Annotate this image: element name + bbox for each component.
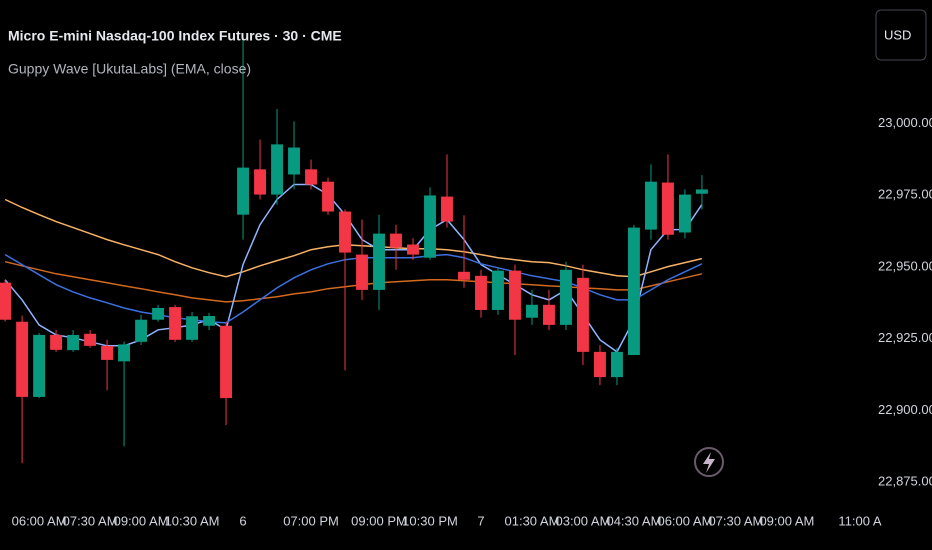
candle-body (305, 169, 317, 185)
candle-body (101, 345, 114, 360)
x-tick-label: 03:00 AM (555, 513, 610, 528)
x-tick-label: 06:00 AM (657, 513, 712, 528)
x-tick-label: 07:30 AM (63, 513, 118, 528)
indicator-label: Guppy Wave [UkutaLabs] (EMA, close) (8, 61, 251, 77)
x-tick-label: 07:30 AM (708, 513, 763, 528)
x-tick-label: 07:00 PM (283, 513, 339, 528)
candle-body (628, 227, 640, 356)
candle-body (458, 271, 470, 280)
candle-body (203, 315, 215, 326)
candle-body (424, 195, 436, 258)
plot-area (0, 40, 708, 464)
candle-body (50, 334, 63, 350)
candle-body (611, 351, 623, 378)
candle-body (67, 334, 80, 351)
candle-body (322, 181, 334, 212)
x-tick-label: 01:30 AM (505, 513, 560, 528)
candle-body (186, 316, 199, 340)
candle-body (509, 270, 521, 320)
candle-body (645, 181, 657, 230)
candle-body (288, 147, 300, 175)
candle-body (118, 344, 131, 362)
x-tick-label: 04:30 AM (606, 513, 661, 528)
x-tick-label: 6 (239, 513, 246, 528)
x-tick-label: 09:00 AM (114, 513, 169, 528)
candle-body (560, 269, 572, 325)
candle-body (543, 304, 555, 325)
x-tick-label: 09:00 PM (351, 513, 407, 528)
x-tick-label: 10:30 PM (402, 513, 458, 528)
candle-body (237, 167, 249, 215)
y-tick-label: 22,900.00 (878, 402, 932, 417)
y-tick-label: 23,000.00 (878, 115, 932, 130)
candle-body (441, 196, 453, 222)
currency-label[interactable]: USD (884, 27, 911, 42)
candle-body (695, 189, 708, 194)
candle-body (577, 277, 589, 352)
candle-body (492, 270, 504, 310)
x-tick-label: 10:30 AM (165, 513, 220, 528)
candle-body (84, 333, 97, 346)
y-tick-label: 22,925.00 (878, 330, 932, 345)
candle-body (526, 304, 538, 318)
candle-body (678, 194, 691, 233)
candle-body (16, 321, 29, 397)
chart-title: Micro E-mini Nasdaq-100 Index Futures · … (8, 28, 342, 44)
y-tick-label: 22,975.00 (878, 187, 932, 202)
candle-body (594, 351, 606, 378)
x-tick-label: 11:00 A (838, 513, 881, 528)
x-tick-label: 7 (477, 513, 484, 528)
candle-body (169, 307, 182, 340)
y-tick-label: 22,875.00 (878, 474, 932, 489)
y-tick-label: 22,950.00 (878, 258, 932, 273)
ema-line (4, 198, 703, 278)
candle-body (33, 334, 46, 397)
replay-icon[interactable] (694, 447, 724, 477)
currency-button[interactable] (875, 9, 927, 61)
x-tick-label: 06:00 AM (12, 513, 67, 528)
candle-body (373, 233, 385, 290)
candle-body (254, 169, 266, 195)
x-tick-label: 09:00 AM (759, 513, 814, 528)
candle-body (271, 144, 283, 195)
candle-body (661, 182, 674, 235)
candle-body (0, 282, 12, 320)
candle-body (475, 275, 487, 310)
candle-body (135, 319, 148, 342)
candle-body (356, 254, 368, 290)
candle-body (407, 244, 419, 255)
candle-body (390, 233, 402, 248)
candle-body (339, 211, 351, 253)
candle-body (152, 307, 165, 320)
candle-body (220, 325, 232, 399)
